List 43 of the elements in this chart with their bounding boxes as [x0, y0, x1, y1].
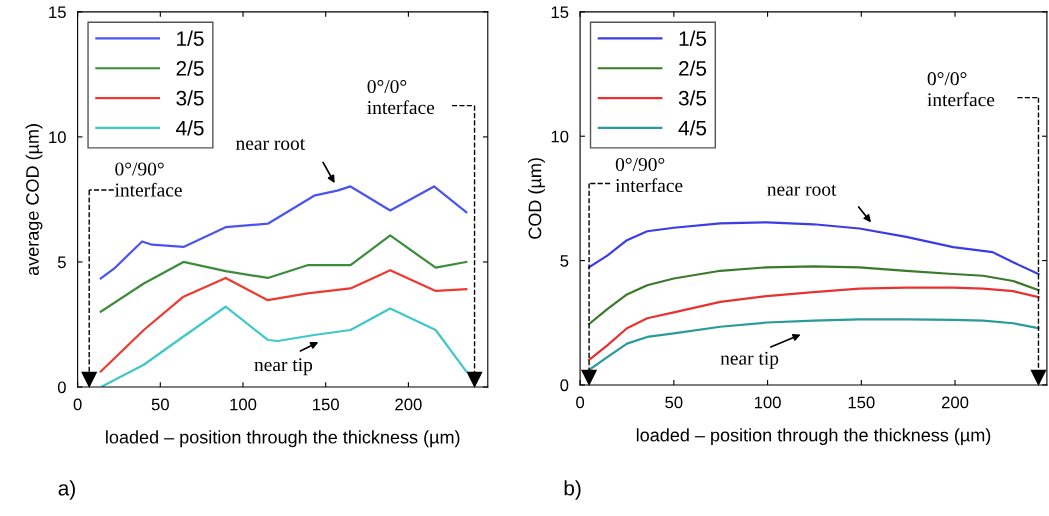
x-axis-title: loaded – position through the thickness (µm)	[106, 430, 460, 448]
legend-label: 2/5	[176, 60, 204, 76]
line-series	[99, 234, 468, 313]
y-tick-label: 10	[49, 131, 66, 144]
text: a)	[58, 480, 75, 500]
line-series	[587, 265, 1040, 326]
ref-line-label: 0°/90° interface	[615, 157, 683, 193]
y-tick-label: 0	[57, 381, 66, 394]
y-tick-label: 15	[551, 6, 569, 19]
x-tick-label: 50	[665, 396, 683, 409]
legend-label: 4/5	[678, 120, 707, 136]
x-tick-label: 50	[151, 398, 169, 411]
y-axis-title: average COD (µm)	[25, 124, 43, 276]
line-series	[587, 221, 1040, 276]
legend-label: 1/5	[177, 30, 204, 46]
legend-label: 2/5	[679, 60, 707, 76]
x-tick-label: 0	[73, 398, 82, 411]
text: b)	[564, 480, 581, 500]
x-tick-label: 150	[313, 398, 339, 411]
x-tick-label: 100	[754, 396, 781, 409]
y-tick-label: 0	[560, 379, 569, 392]
legend-label: 4/5	[176, 120, 204, 136]
ref-line-label: 0°/90° interface	[114, 162, 182, 197]
legend-label: 3/5	[678, 90, 707, 106]
y-axis-title: COD (µm)	[528, 158, 545, 239]
y-tick-label: 5	[560, 255, 569, 267]
legend-label: 3/5	[176, 90, 204, 106]
x-tick-label: 100	[230, 398, 257, 411]
legend-label: 1/5	[679, 30, 707, 46]
annotation: near tip	[254, 358, 313, 376]
ref-line-label: 0°/0° interface	[367, 79, 435, 115]
x-tick-label: 200	[395, 398, 422, 411]
ref-line-label: 0°/0° interface	[927, 72, 995, 107]
x-axis-title: loaded – position through the thickness (µm)	[636, 428, 991, 446]
y-tick-label: 15	[49, 6, 66, 19]
annotation: near root	[767, 184, 837, 196]
y-tick-label: 10	[551, 130, 569, 143]
x-tick-label: 0	[576, 396, 585, 409]
annotation: near tip	[720, 351, 779, 369]
y-tick-label: 5	[57, 256, 66, 269]
x-tick-label: 200	[941, 396, 969, 409]
x-tick-label: 150	[848, 396, 875, 409]
annotation: near root	[235, 138, 306, 150]
